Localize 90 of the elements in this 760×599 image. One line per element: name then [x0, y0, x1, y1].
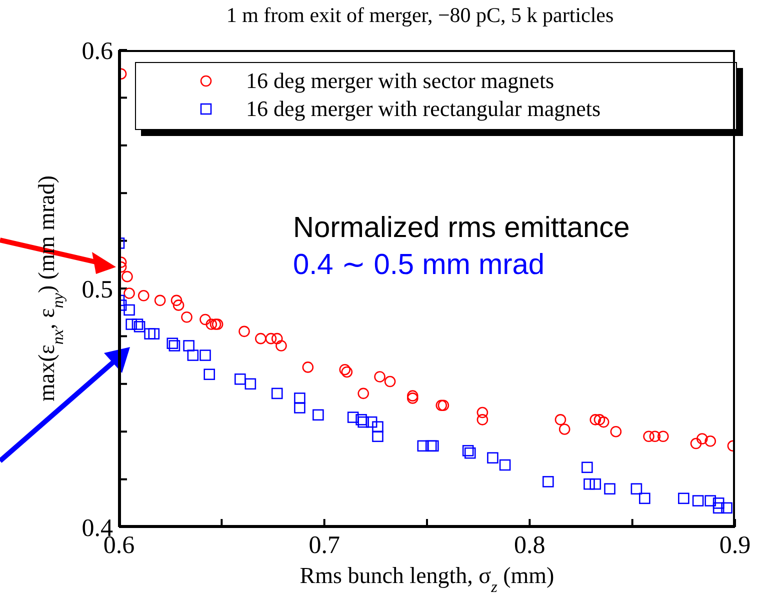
point: [347, 412, 359, 423]
point: [276, 340, 287, 352]
point: [425, 440, 437, 452]
point: [417, 440, 429, 452]
point: [499, 459, 511, 471]
point: [372, 430, 384, 442]
chart-title: 1 m from exit of merger, −80 pC, 5 k particles: [226, 3, 614, 27]
point: [271, 332, 283, 344]
point: [138, 290, 150, 302]
point: [696, 433, 708, 444]
x-tick-label: 0.9: [719, 532, 751, 559]
point: [384, 376, 396, 388]
point: [692, 495, 704, 506]
annotation: 0.4 ∼ 0.5 mm mrad: [293, 249, 545, 281]
point: [206, 318, 218, 330]
point: [238, 326, 250, 338]
point: [302, 362, 314, 373]
point: [630, 483, 642, 494]
y-tick-label: 0.6: [82, 38, 113, 65]
point: [639, 492, 650, 504]
legend-label: 16 deg merger with rectangular magnets: [246, 96, 601, 122]
point: [594, 414, 606, 426]
point: [476, 414, 488, 426]
point: [582, 462, 593, 474]
point: [294, 392, 306, 404]
point: [712, 498, 724, 509]
point: [558, 424, 570, 435]
point: [590, 478, 602, 490]
point: [643, 430, 654, 442]
point: [126, 318, 137, 330]
point: [406, 390, 418, 402]
point: [200, 350, 211, 361]
point: [704, 495, 716, 506]
point: [554, 414, 566, 426]
point: [487, 452, 498, 464]
point: [154, 294, 166, 306]
point: [657, 430, 669, 442]
point: [604, 483, 616, 494]
point: [204, 368, 215, 380]
point: [181, 311, 192, 323]
point: [358, 388, 369, 400]
point: [341, 366, 353, 378]
point: [122, 270, 133, 282]
point: [124, 288, 135, 299]
annotation: Normalized rms emittance: [293, 212, 630, 244]
point: [476, 406, 488, 418]
point: [590, 414, 602, 426]
y-tick-label: 0.5: [82, 276, 113, 304]
point: [339, 364, 351, 376]
point: [312, 409, 324, 421]
point: [271, 388, 283, 400]
point: [372, 421, 384, 432]
point: [542, 476, 554, 488]
x-tick-label: 0.7: [308, 532, 340, 559]
point: [704, 435, 716, 447]
point: [168, 340, 180, 352]
point: [144, 328, 156, 340]
point: [183, 340, 194, 352]
point: [712, 502, 724, 514]
point: [244, 378, 256, 390]
point: [462, 445, 474, 456]
point: [356, 414, 367, 426]
point: [166, 338, 178, 350]
point: [649, 430, 661, 442]
point: [265, 332, 277, 344]
point: [678, 492, 690, 504]
point: [200, 314, 211, 326]
point: [170, 294, 182, 306]
point: [172, 300, 184, 311]
point: [234, 373, 246, 385]
point: [134, 321, 146, 332]
point: [366, 416, 378, 428]
point: [721, 502, 732, 514]
point: [406, 392, 418, 404]
point: [690, 438, 702, 450]
point: [187, 350, 199, 361]
point: [148, 328, 160, 340]
point: [294, 402, 306, 414]
point: [124, 304, 135, 316]
point: [255, 332, 266, 344]
point: [584, 478, 595, 490]
x-axis-title: Rms bunch length, σ$_{z}$ (mm): [300, 563, 554, 596]
point: [464, 447, 476, 459]
x-tick-label: 0.8: [514, 532, 546, 559]
point: [358, 416, 369, 428]
point: [132, 318, 144, 330]
point: [610, 426, 622, 438]
legend-label: 16 deg merger with sector magnets: [246, 68, 554, 94]
point: [598, 416, 610, 428]
point: [374, 371, 386, 382]
